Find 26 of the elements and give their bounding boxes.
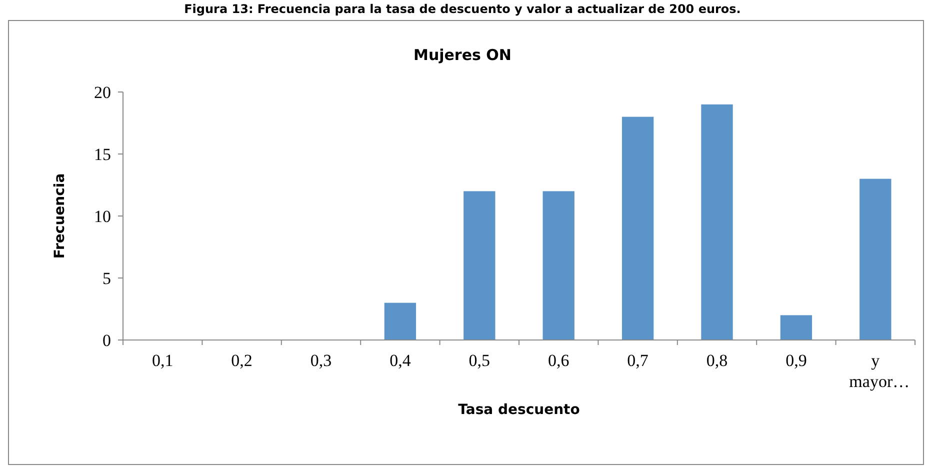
y-tick-label: 15 [94, 144, 111, 164]
y-tick-label: 10 [94, 206, 111, 226]
bar [860, 178, 892, 340]
bar [464, 191, 496, 340]
y-tick-label: 5 [102, 268, 111, 288]
chart-title: Mujeres ON [414, 46, 512, 64]
x-tick-label: 0,7 [627, 351, 649, 370]
x-tick-label: 0,6 [548, 351, 570, 370]
bar [622, 116, 654, 340]
bar [384, 302, 416, 340]
bar [542, 191, 574, 340]
text: Figura 13: Frecuencia para la tasa de descuento y valor a actualizar de 200 euros. [184, 2, 741, 16]
x-tick-label: 0,2 [231, 351, 252, 370]
x-tick-label: y mayor… [849, 351, 910, 391]
y-axis-title: Frecuencia [52, 173, 68, 259]
bar [780, 315, 812, 340]
x-tick-label: 0,8 [706, 351, 728, 370]
x-tick-label: 0,9 [786, 351, 807, 370]
x-tick-label: 0,1 [152, 351, 174, 370]
x-axis-title: Tasa descuento [458, 402, 580, 418]
y-tick-label: 0 [102, 330, 111, 350]
y-tick-label: 20 [94, 82, 111, 102]
x-tick-label: 0,3 [310, 351, 332, 370]
bar [701, 104, 733, 340]
x-tick-label: 0,5 [468, 351, 490, 370]
x-tick-label: 0,4 [390, 351, 412, 370]
